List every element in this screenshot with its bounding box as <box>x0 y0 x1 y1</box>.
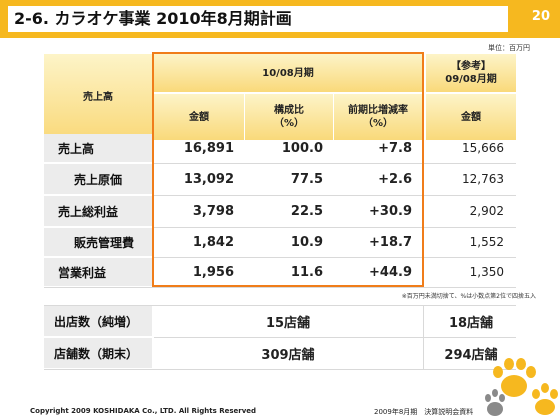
table-row-label: 売上高 <box>44 134 152 162</box>
page-title: 2-6. カラオケ事業 2010年8月期計画 <box>8 6 508 32</box>
ref-amount-header-label: 金額 <box>461 111 481 123</box>
row-divider <box>154 257 516 258</box>
table-cell-ref: 12,763 <box>462 172 504 186</box>
change-header-line2: （%） <box>362 118 394 129</box>
column-divider <box>423 306 424 369</box>
table-cell-ratio: 100.0 <box>281 140 323 156</box>
table-cell-ref: 1,350 <box>469 265 504 279</box>
ref-header-cell: 【参考】 09/08月期 <box>426 54 516 92</box>
table-cell-ratio: 11.6 <box>290 264 323 280</box>
amount-header-label: 金額 <box>189 111 209 123</box>
copyright: Copyright 2009 KOSHIDAKA Co., LTD. All R… <box>30 407 257 415</box>
row-divider <box>154 227 516 228</box>
table-cell-amount: 3,798 <box>192 203 234 219</box>
row-header-label: 売上高 <box>83 91 113 103</box>
page-number: 20 <box>531 9 550 24</box>
row-divider <box>44 369 516 370</box>
row-divider <box>154 195 516 196</box>
store-cell-ref: 294店舗 <box>444 347 498 363</box>
table-cell-ratio: 77.5 <box>290 171 323 187</box>
table-cell-ref: 15,666 <box>462 141 504 155</box>
table-cell-change: +18.7 <box>369 234 412 250</box>
ratio-header-line1: 構成比 <box>274 105 304 116</box>
period-header-label: 10/08月期 <box>262 67 314 79</box>
ref-header-line2: 09/08月期 <box>445 74 497 85</box>
ratio-header-cell: 構成比 （%） <box>245 94 333 140</box>
table-cell-ratio: 22.5 <box>290 203 323 219</box>
footnote: ※百万円未満切捨て、%は小数点第2位で四捨五入 <box>401 293 536 300</box>
store-cell-current: 15店舗 <box>265 315 311 331</box>
ref-amount-header-cell: 金額 <box>426 94 516 140</box>
row-divider <box>44 287 516 288</box>
table-cell-amount: 1,956 <box>192 264 234 280</box>
table-cell-change: +2.6 <box>378 171 412 187</box>
meeting-label: 2009年8月期 決算説明会資料 <box>374 408 474 416</box>
table-cell-ref: 1,552 <box>469 235 504 249</box>
table-row-label: 販売管理費 <box>44 228 152 256</box>
store-row-label: 店舗数（期末） <box>44 338 152 368</box>
table-row-label: 売上総利益 <box>44 196 152 226</box>
table-row-label: 営業利益 <box>44 258 152 286</box>
table-cell-change: +44.9 <box>369 264 412 280</box>
ratio-header-line2: （%） <box>273 118 305 129</box>
change-header-line1: 前期比増減率 <box>348 105 408 116</box>
table-cell-amount: 1,842 <box>192 234 234 250</box>
store-row-label: 出店数（純増） <box>44 306 152 336</box>
row-header-cell: 売上高 <box>44 54 152 140</box>
table-row-label: 売上原価 <box>44 164 152 194</box>
table-cell-amount: 16,891 <box>183 140 234 156</box>
period-header-cell: 10/08月期 <box>154 54 422 92</box>
table-cell-ratio: 10.9 <box>290 234 323 250</box>
table-cell-ref: 2,902 <box>469 204 504 218</box>
table-cell-amount: 13,092 <box>183 171 234 187</box>
row-divider <box>154 337 516 338</box>
row-divider <box>154 163 516 164</box>
table-cell-change: +30.9 <box>369 203 412 219</box>
paw-print-icon <box>485 358 558 416</box>
store-cell-current: 309店舗 <box>261 347 315 363</box>
ref-header-line1: 【参考】 <box>451 61 491 72</box>
amount-header-cell: 金額 <box>154 94 244 140</box>
change-header-cell: 前期比増減率 （%） <box>334 94 422 140</box>
row-divider <box>44 305 516 306</box>
unit-label: 単位：百万円 <box>488 44 530 52</box>
store-cell-ref: 18店舗 <box>448 315 494 331</box>
title-bar: 2-6. カラオケ事業 2010年8月期計画 20 <box>0 0 560 38</box>
table-cell-change: +7.8 <box>378 140 412 156</box>
